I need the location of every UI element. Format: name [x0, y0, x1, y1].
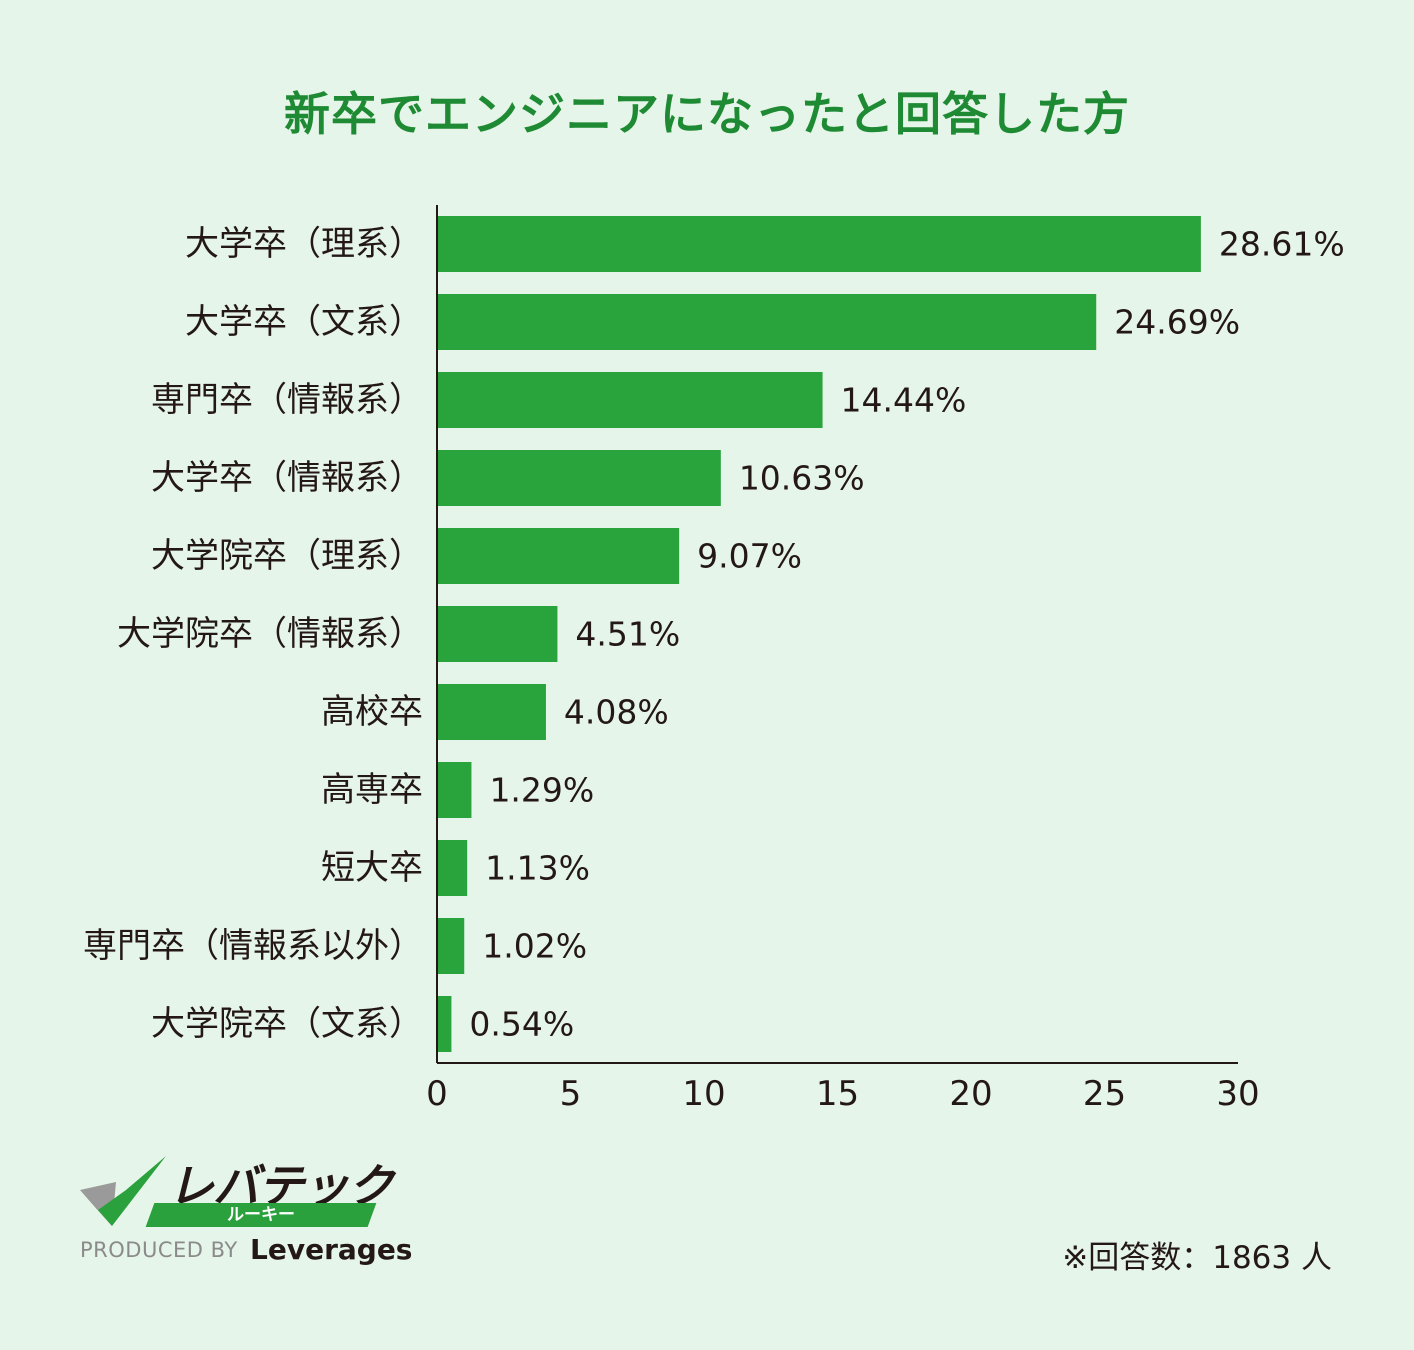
category-label: 専門卒（情報系以外） — [83, 926, 423, 966]
bar — [437, 684, 546, 740]
axes — [436, 205, 1238, 1064]
bar — [437, 216, 1201, 272]
value-label: 4.08% — [564, 693, 669, 732]
value-labels: 28.61% 24.69% 14.44% 10.63% 9.07% 4.51% 4.08% 1… — [469, 225, 1344, 1044]
value-label: 1.13% — [485, 849, 590, 888]
response-count-note: ※回答数：1863 人 — [1062, 1240, 1332, 1276]
brand-sub: ルーキー — [227, 1205, 295, 1225]
bar — [437, 840, 468, 896]
levtech-logo-icon — [80, 1156, 166, 1226]
bar — [437, 996, 452, 1052]
category-label: 大学院卒（理系） — [151, 536, 423, 576]
x-tick-label: 30 — [1216, 1074, 1259, 1114]
chart-title: 新卒でエンジニアになったと回答した方 — [284, 87, 1130, 141]
category-label: 高専卒 — [321, 770, 423, 810]
bar — [437, 294, 1097, 350]
bar — [437, 918, 465, 974]
value-label: 28.61% — [1219, 225, 1345, 264]
produced-by-label: PRODUCED BY — [80, 1238, 238, 1262]
company-name: Leverages — [250, 1233, 413, 1266]
bar — [437, 762, 472, 818]
bar-chart: 大学卒（理系） 大学卒（文系） 専門卒（情報系） 大学卒（情報系） 大学院卒（理系） 大学… — [83, 205, 1345, 1114]
x-tick-label: 25 — [1083, 1074, 1126, 1114]
bar — [437, 450, 721, 506]
value-label: 24.69% — [1114, 303, 1240, 342]
value-label: 4.51% — [575, 615, 680, 654]
value-label: 0.54% — [469, 1005, 574, 1044]
category-label: 大学卒（理系） — [185, 224, 423, 264]
category-labels: 大学卒（理系） 大学卒（文系） 専門卒（情報系） 大学卒（情報系） 大学院卒（理系） 大学… — [83, 224, 423, 1044]
category-label: 専門卒（情報系） — [151, 380, 423, 420]
category-label: 短大卒 — [321, 848, 423, 888]
x-tick-label: 0 — [426, 1074, 448, 1114]
value-label: 9.07% — [697, 537, 802, 576]
category-label: 大学卒（情報系） — [151, 458, 423, 498]
value-label: 10.63% — [739, 459, 865, 498]
bar — [437, 528, 680, 584]
x-tick-label: 15 — [816, 1074, 859, 1114]
category-label: 大学院卒（文系） — [151, 1004, 423, 1044]
category-label: 大学卒（文系） — [185, 302, 423, 342]
bar — [437, 606, 558, 662]
x-tick-labels: 0 5 10 15 20 25 30 — [426, 1074, 1259, 1114]
bars-group — [437, 216, 1201, 1052]
x-tick-label: 5 — [560, 1074, 582, 1114]
logo-check-dark — [80, 1190, 112, 1226]
value-label: 1.02% — [482, 927, 587, 966]
value-label: 1.29% — [489, 771, 594, 810]
value-label: 14.44% — [841, 381, 967, 420]
x-tick-label: 20 — [949, 1074, 992, 1114]
bar — [437, 372, 823, 428]
category-label: 大学院卒（情報系） — [117, 614, 423, 654]
logo-check-green — [98, 1156, 166, 1226]
category-label: 高校卒 — [321, 692, 423, 732]
x-tick-label: 10 — [682, 1074, 725, 1114]
